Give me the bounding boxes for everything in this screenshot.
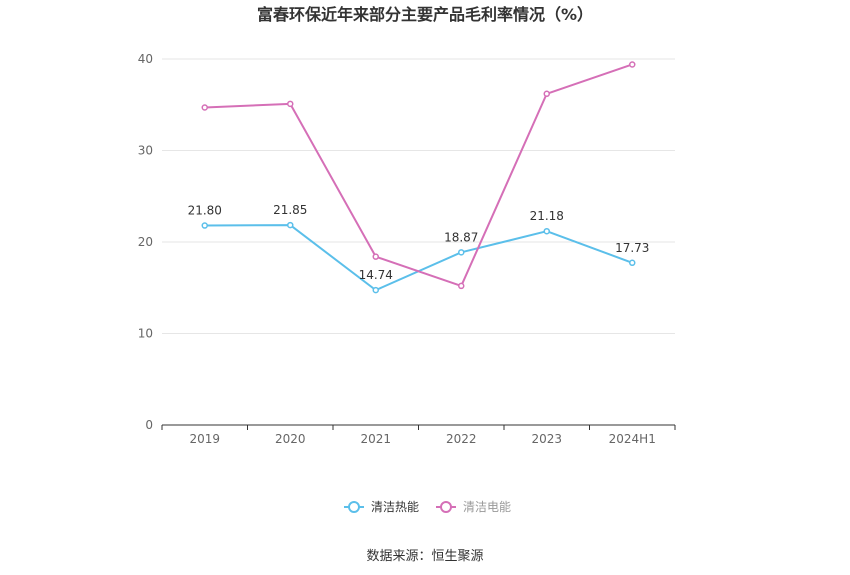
y-axis: 0 10 20 30 40 [138, 52, 153, 432]
data-label: 21.80 [188, 204, 222, 218]
series-line-2 [204, 63, 633, 287]
x-tick-label: 2023 [531, 432, 562, 446]
data-point [287, 221, 294, 229]
x-tick-label: 2022 [446, 432, 477, 446]
data-point [201, 104, 208, 111]
legend-item: 清洁热能 [344, 500, 419, 514]
data-point [543, 90, 550, 98]
x-axis: 2019 2020 2021 2022 2023 2024H1 [161, 424, 676, 446]
legend-marker [440, 501, 452, 513]
legend: 清洁热能 清洁电能 [344, 500, 511, 514]
data-label: 17.73 [615, 241, 649, 255]
data-label: 14.74 [359, 268, 393, 282]
x-tick-label: 2019 [189, 432, 220, 446]
legend-label: 清洁电能 [463, 500, 511, 514]
y-tick-label: 40 [138, 52, 153, 66]
data-source-note: 数据来源：恒生聚源 [366, 549, 483, 564]
grid-lines [162, 58, 675, 334]
y-tick-label: 30 [138, 144, 153, 158]
legend-item: 清洁电能 [436, 500, 511, 514]
x-tick-label: 2024H1 [609, 432, 656, 446]
data-point [543, 227, 550, 235]
data-point [629, 259, 636, 267]
data-point [458, 249, 465, 256]
x-tick-label: 2020 [275, 432, 306, 446]
data-label: 18.87 [444, 230, 478, 244]
data-point [201, 222, 208, 229]
data-point [372, 286, 379, 294]
chart-title: 富春环保近年来部分主要产品毛利率情况（%） [257, 5, 593, 24]
y-tick-label: 20 [138, 235, 153, 249]
data-point [629, 61, 636, 68]
data-point [458, 282, 465, 290]
data-point [372, 253, 379, 260]
series-layer: 21.80 21.85 14.74 18.87 21.18 17.73 [188, 61, 649, 294]
series-line-1 [204, 224, 633, 292]
data-label: 21.85 [273, 203, 307, 217]
data-label: 21.18 [530, 209, 564, 223]
data-point [287, 100, 294, 108]
x-tick-label: 2021 [360, 432, 391, 446]
legend-label: 清洁热能 [371, 500, 419, 514]
legend-marker [348, 501, 360, 513]
y-tick-label: 0 [145, 418, 153, 432]
y-tick-label: 10 [138, 327, 153, 341]
